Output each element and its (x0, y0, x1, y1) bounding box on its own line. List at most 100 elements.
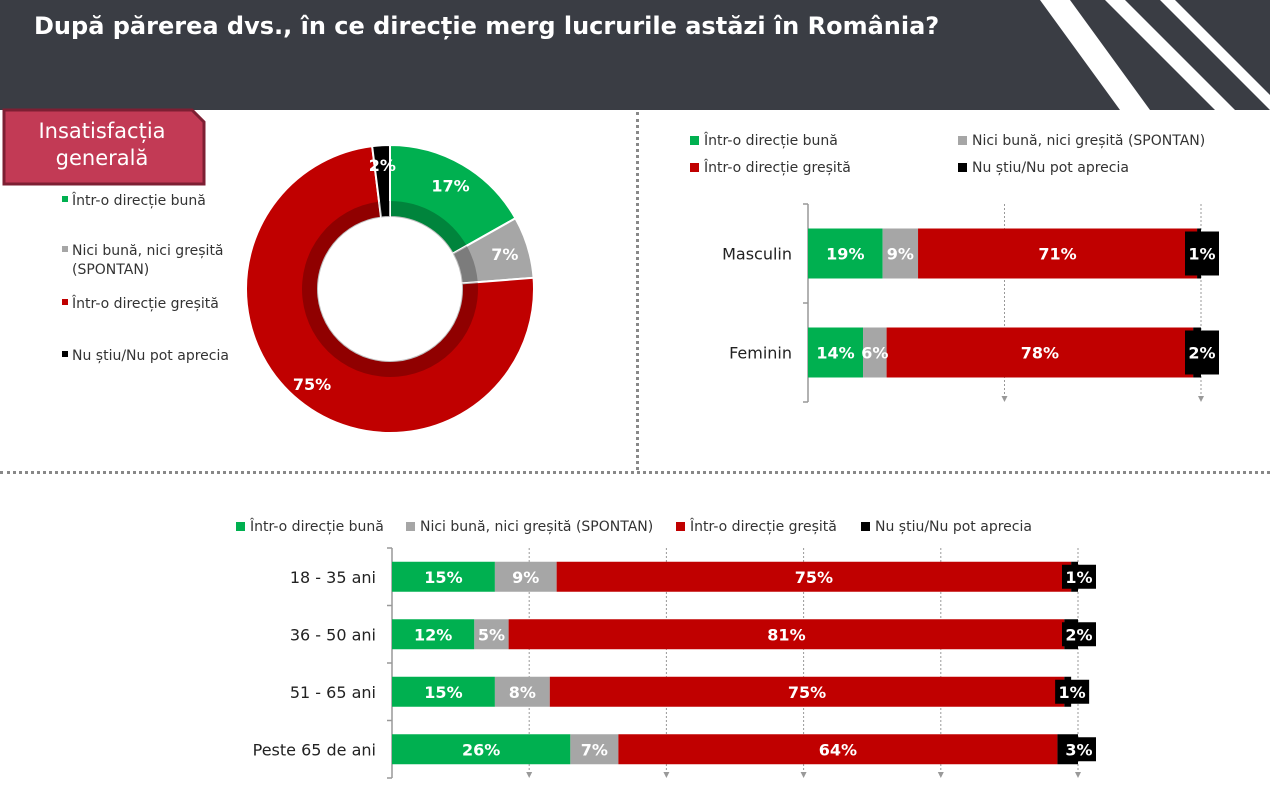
badge-shape (2, 108, 206, 186)
vertical-divider (636, 112, 639, 470)
gender-legend-dk: Nu știu/Nu pot aprecia (958, 160, 1129, 176)
bar-segment-bad (549, 676, 1065, 707)
bar-label-good: 14% (816, 344, 854, 363)
dk-label-box (1062, 737, 1096, 762)
legend-label-bad: Într-o direcție greșită (72, 296, 219, 312)
donut-slice-good (389, 143, 517, 256)
donut-legend-bad: Într-o direcție greșită (62, 295, 219, 314)
legend-swatch-bad (676, 521, 685, 531)
dk-label-box (1062, 564, 1096, 589)
bar-segment-good (392, 561, 495, 592)
bar-segment-neutral (882, 228, 919, 279)
bar-label-bad: 75% (795, 568, 833, 587)
bar-label-good: 26% (462, 740, 500, 759)
category-label: 36 - 50 ani (290, 625, 376, 644)
legend-swatch-bad (690, 162, 699, 172)
donut-slice-bad (245, 144, 535, 434)
gridline-arrow (800, 772, 807, 778)
badge-text: Insatisfacția generală (2, 118, 202, 172)
category-label: Feminin (729, 344, 792, 363)
donut-legend-good: Într-o direcție bună (62, 192, 206, 211)
age-legend-neutral: Nici bună, nici greșită (SPONTAN) (406, 519, 653, 535)
bar-label-dk: 1% (1188, 245, 1215, 264)
bar-label-good: 15% (424, 683, 462, 702)
badge-line-1: Insatisfacția (38, 119, 166, 143)
page-title: După părerea dvs., în ce direcție merg l… (34, 12, 940, 40)
bar-label-neutral: 9% (887, 245, 914, 264)
horizontal-divider (0, 471, 1270, 474)
age-bar-chart: 18 - 35 ani 15% 9% 75% 1% 36 - 50 ani 12% 5% 81%… (253, 547, 1096, 779)
header-background (0, 0, 1270, 110)
bar-label-neutral: 5% (478, 625, 505, 644)
donut-label-bad: 75% (293, 375, 331, 394)
gridline-arrow (1075, 772, 1081, 778)
legend-label-neutral: Nici bună, nici greșită (SPONTAN) (972, 133, 1206, 149)
bar-segment-good (392, 734, 571, 765)
donut-label-dk: 2% (369, 156, 396, 175)
bar-label-dk: 1% (1065, 568, 1092, 587)
legend-swatch-good (236, 521, 245, 531)
legend-label-neutral: Nici bună, nici greșită (SPONTAN) (420, 519, 654, 535)
legend-swatch-good (690, 135, 699, 145)
bar-segment-bad (918, 228, 1198, 279)
category-label: Peste 65 de ani (253, 740, 376, 759)
legend-label-neutral-line1: Nici bună, nici greșită (72, 243, 224, 259)
legend-label-dk: Nu știu/Nu pot aprecia (875, 519, 1032, 535)
badge-line-2: generală (55, 146, 149, 170)
bar-segment-good (808, 228, 883, 279)
legend-label-dk: Nu știu/Nu pot aprecia (72, 348, 229, 364)
bar-label-dk: 2% (1188, 344, 1215, 363)
header-banner: După părerea dvs., în ce direcție merg l… (0, 0, 1270, 110)
bar-segment-neutral (474, 619, 509, 650)
gridline-arrow (1001, 396, 1008, 402)
gridline-arrow (526, 772, 533, 778)
legend-swatch-neutral (958, 135, 967, 145)
age-legend-good: Într-o direcție bună (236, 519, 384, 535)
bar-segment-good (808, 327, 864, 378)
legend-label-good: Într-o direcție bună (72, 193, 206, 209)
gridline-arrow (1198, 396, 1204, 402)
age-legend-dk: Nu știu/Nu pot aprecia (861, 519, 1032, 535)
donut-label-good: 17% (431, 176, 469, 195)
legend-swatch-neutral (62, 246, 68, 252)
bar-segment-bad (508, 619, 1065, 650)
gender-legend-bad: Într-o direcție greșită (690, 160, 851, 176)
legend-swatch-neutral (406, 521, 415, 531)
bar-label-bad: 71% (1038, 245, 1076, 264)
bar-segment-bad (618, 734, 1058, 765)
insatisfaction-badge: Insatisfacția generală (2, 108, 206, 186)
donut-legend-neutral: Nici bună, nici greșită (SPONTAN) (62, 242, 224, 280)
dk-label-box (1185, 330, 1219, 375)
dk-label-box (1062, 622, 1096, 647)
bar-segment-good (392, 619, 475, 650)
legend-swatch-dk (958, 162, 967, 172)
gender-legend-good: Într-o direcție bună (690, 133, 838, 149)
legend-label-good: Într-o direcție bună (250, 519, 384, 535)
dk-label-box (1055, 679, 1090, 704)
gridline-arrow (663, 772, 670, 778)
donut-slice-inner-shade-dk (379, 201, 390, 218)
bar-label-dk: 3% (1065, 740, 1092, 759)
bar-label-bad: 75% (788, 683, 826, 702)
bar-label-neutral: 8% (509, 683, 536, 702)
donut-slice-inner-shade-neutral (452, 245, 478, 284)
bar-segment-neutral (863, 327, 887, 378)
legend-label-dk: Nu știu/Nu pot aprecia (972, 160, 1129, 176)
bar-segment-bad (556, 561, 1072, 592)
bar-segment-bad (886, 327, 1194, 378)
bar-segment-neutral (494, 676, 550, 707)
bar-label-good: 12% (414, 625, 452, 644)
bar-label-good: 15% (424, 568, 462, 587)
bar-label-neutral: 9% (512, 568, 539, 587)
bar-label-dk: 2% (1065, 625, 1092, 644)
dk-label-box (1185, 231, 1219, 276)
age-legend-bad: Într-o direcție greșită (676, 519, 837, 535)
legend-swatch-dk (62, 351, 68, 357)
donut-legend-dk: Nu știu/Nu pot aprecia (62, 347, 229, 366)
category-label: Masculin (722, 245, 792, 264)
legend-label-good: Într-o direcție bună (704, 133, 838, 149)
legend-label-bad: Într-o direcție greșită (704, 160, 851, 176)
bar-label-bad: 64% (819, 740, 857, 759)
bar-label-bad: 78% (1021, 344, 1059, 363)
